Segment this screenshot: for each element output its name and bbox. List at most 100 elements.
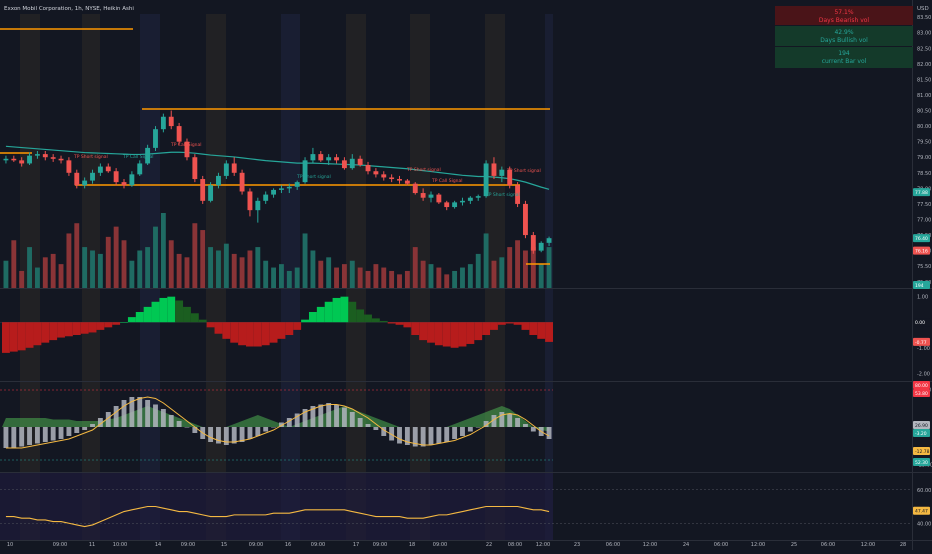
macd-hist-bar	[521, 322, 530, 330]
price-tick-label: 81.50	[917, 77, 931, 83]
volume-bar	[341, 264, 347, 288]
price-tick-label: 78.50	[917, 171, 931, 177]
price-tick-label: 79.00	[917, 155, 931, 161]
macd-hist-bar	[442, 322, 451, 347]
macd-hist-bar	[198, 319, 207, 323]
candle-body	[168, 116, 174, 127]
rsi-line	[5, 505, 550, 528]
candle-body	[334, 157, 339, 161]
stoch-hist-bar	[160, 409, 166, 427]
volume-bar	[129, 260, 135, 288]
macd-badge-bg	[913, 318, 930, 327]
time-tick-label: 06:00	[714, 542, 728, 548]
stoch-hist-bar	[3, 427, 9, 448]
macd-hist-bar	[9, 322, 18, 352]
stoch-hist-bar	[452, 427, 458, 439]
volume-badge-bg	[913, 281, 930, 289]
candle-body	[530, 235, 536, 251]
macd-hist-bar	[348, 301, 357, 323]
macd-hist-bar	[49, 322, 58, 341]
volume-bar	[286, 270, 292, 288]
candle-body	[160, 116, 166, 130]
stoch-hist-bar	[365, 424, 371, 427]
macd-hist-bar	[387, 322, 396, 324]
volume-bar	[381, 267, 387, 288]
macd-hist-bar	[183, 306, 191, 323]
volume-bar	[223, 243, 229, 288]
stoch-hist-bar	[294, 413, 300, 427]
candle-body	[436, 194, 442, 203]
stoch-hist-bar	[499, 412, 505, 427]
candle-body	[153, 129, 158, 148]
candle-body	[66, 160, 72, 173]
candle-body	[184, 141, 190, 158]
time-tick-label: 28	[900, 542, 906, 548]
candle-body	[452, 202, 458, 208]
price-badge-bg	[913, 234, 930, 243]
stoch-hist-bar	[239, 427, 245, 442]
volume-bar	[452, 270, 458, 288]
rsi-tick-label: 40.00	[917, 521, 931, 527]
stoch-hist-bar	[515, 418, 521, 427]
time-tick-label: 08:00	[508, 542, 522, 548]
macd-hist-bar	[458, 322, 467, 347]
stoch-hist-bar	[444, 427, 450, 442]
volume-bar	[515, 240, 521, 288]
candle-body	[50, 157, 56, 159]
stoch-hist-bar	[436, 427, 442, 444]
time-tick-label: 15	[221, 542, 227, 548]
macd-hist-bar	[293, 322, 302, 330]
candle-body	[239, 172, 245, 192]
volume-bar	[216, 250, 221, 288]
stoch-hist-bar	[381, 427, 387, 436]
volume-bar	[491, 260, 497, 288]
macd-tick-label: -1.00	[917, 346, 930, 352]
time-tick-label: 12:00	[861, 542, 875, 548]
stoch-hist-bar	[255, 427, 261, 436]
volume-bar	[168, 240, 174, 288]
volume-bar	[200, 230, 206, 288]
candle-body	[113, 171, 119, 183]
volume-bar	[310, 250, 316, 288]
macd-hist-bar	[159, 297, 168, 323]
candle-body	[223, 163, 229, 176]
volume-bar	[428, 264, 434, 288]
candle-body	[444, 202, 450, 208]
macd-hist-bar	[450, 322, 459, 348]
candle-body	[357, 158, 363, 166]
macd-hist-bar	[529, 322, 538, 335]
time-tick-label: 09:00	[311, 542, 325, 548]
candle-body	[404, 180, 410, 184]
volume-bar	[74, 223, 80, 288]
macd-hist-bar	[497, 322, 506, 325]
volume-bar	[208, 247, 214, 288]
candle-body	[58, 158, 64, 161]
macd-hist-bar	[33, 322, 42, 346]
volume-bar	[444, 274, 450, 288]
rsi-badge-bg	[913, 506, 930, 515]
candle-body	[318, 154, 324, 161]
stoch-hist-bar	[168, 415, 174, 427]
volume-bar	[397, 274, 402, 288]
stoch-hist-bar	[27, 427, 32, 445]
volume-bar	[294, 267, 300, 288]
macd-hist-bar	[403, 322, 412, 328]
macd-hist-bar	[316, 306, 325, 323]
stoch-hist-bar	[460, 427, 465, 436]
stoch-hist-bar	[208, 427, 214, 442]
volume-bar	[27, 247, 32, 288]
candle-body	[271, 189, 277, 195]
volume-bar	[326, 257, 332, 288]
macd-hist-bar	[80, 322, 89, 334]
price-tick-label: 83.50	[917, 15, 931, 21]
stoch-hist-bar	[42, 427, 48, 442]
volume-bar	[137, 250, 143, 288]
volume-bar	[97, 253, 103, 288]
volume-bar	[90, 250, 95, 288]
signal-label: TP Short signal	[296, 174, 331, 180]
volume-bar	[19, 270, 25, 288]
stoch-badge: -12.78	[915, 449, 930, 455]
signal-label: TP Call Signal	[431, 178, 463, 184]
